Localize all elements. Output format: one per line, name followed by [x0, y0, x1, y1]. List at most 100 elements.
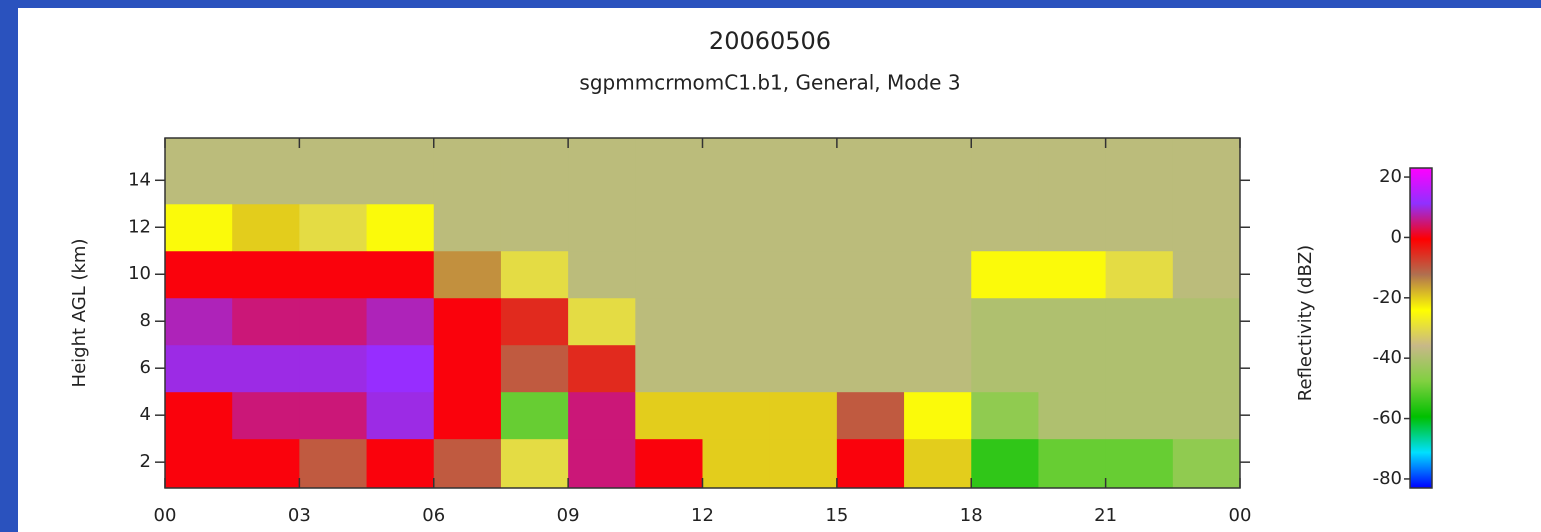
heatmap-cell: [836, 250, 905, 299]
heatmap-cell: [568, 438, 636, 489]
heatmap-cell: [836, 138, 905, 205]
heatmap-cell: [1105, 344, 1174, 393]
heatmap-cell: [165, 438, 233, 489]
heatmap-cell: [971, 250, 1039, 299]
heatmap-cell: [904, 344, 972, 393]
heatmap-cell: [1172, 438, 1241, 489]
heatmap-cell: [836, 391, 905, 440]
heatmap-cell: [1172, 250, 1241, 299]
heatmap-cell: [769, 344, 838, 393]
heatmap-cell: [1105, 438, 1174, 489]
heatmap-cell: [904, 138, 972, 205]
heatmap-cell: [500, 138, 569, 205]
heatmap-cell: [1038, 391, 1107, 440]
heatmap-cell: [299, 138, 368, 205]
colorbar-tick-label: -80: [1373, 468, 1402, 489]
heatmap-cell: [702, 438, 771, 489]
heatmap-cell: [1172, 344, 1241, 393]
heatmap-cell: [1105, 250, 1174, 299]
heatmap-cell: [299, 344, 368, 393]
heatmap-cell: [232, 344, 300, 393]
heatmap-cell: [366, 138, 435, 205]
heatmap-cell: [366, 250, 435, 299]
heatmap-cell: [635, 391, 703, 440]
heatmap-cell: [568, 297, 636, 346]
x-tick-label: 00: [154, 505, 177, 526]
heatmap-cell: [702, 250, 771, 299]
heatmap-cell: [971, 138, 1039, 205]
heatmap-cell: [836, 297, 905, 346]
heatmap-cell: [1038, 438, 1107, 489]
heatmap-cell: [232, 250, 300, 299]
heatmap-cell: [904, 438, 972, 489]
heatmap-cell: [165, 138, 233, 205]
heatmap-cell: [568, 250, 636, 299]
heatmap-cell: [635, 203, 703, 252]
colorbar-tick-label: -40: [1373, 347, 1402, 368]
colorbar-tick-label: 20: [1379, 166, 1402, 187]
y-axis-label: Height AGL (km): [69, 239, 90, 388]
heatmap-cell: [433, 250, 502, 299]
heatmap-cell: [1105, 391, 1174, 440]
heatmap-cell: [299, 438, 368, 489]
heatmap-cell: [769, 438, 838, 489]
heatmap-cell: [635, 297, 703, 346]
heatmap-cell: [1172, 297, 1241, 346]
heatmap-cell: [366, 297, 435, 346]
heatmap-cell: [1172, 203, 1241, 252]
heatmap-cell: [500, 250, 569, 299]
heatmap-cell: [1038, 250, 1107, 299]
heatmap-cell: [232, 391, 300, 440]
heatmap-cell: [433, 438, 502, 489]
heatmap-cell: [433, 138, 502, 205]
heatmap-cell: [702, 391, 771, 440]
heatmap-cell: [1105, 203, 1174, 252]
heatmap-cell: [433, 297, 502, 346]
heatmap-cell: [1038, 138, 1107, 205]
heatmap-cell: [769, 203, 838, 252]
heatmap-cell: [635, 250, 703, 299]
heatmap-cell: [568, 203, 636, 252]
heatmap-cell: [433, 203, 502, 252]
heatmap-cell: [299, 391, 368, 440]
y-tick-label: 12: [128, 216, 151, 237]
heatmap-cell: [366, 203, 435, 252]
heatmap-cell: [904, 391, 972, 440]
colorbar: [1409, 167, 1433, 489]
chart-title: 20060506: [709, 27, 831, 55]
heatmap-cell: [702, 138, 771, 205]
heatmap-cell: [769, 297, 838, 346]
heatmap-cell: [500, 297, 569, 346]
heatmap-cell: [1105, 138, 1174, 205]
colorbar-tick-label: -20: [1373, 287, 1402, 308]
heatmap-cell: [1105, 297, 1174, 346]
heatmap-cell: [568, 344, 636, 393]
y-tick-label: 14: [128, 169, 151, 190]
colorbar-tick-label: -60: [1373, 408, 1402, 429]
heatmap-cell: [165, 297, 233, 346]
heatmap-cell: [1172, 391, 1241, 440]
heatmap-cell: [635, 138, 703, 205]
heatmap-cell: [904, 203, 972, 252]
heatmap-cell: [971, 391, 1039, 440]
heatmap-cell: [232, 297, 300, 346]
y-tick-label: 2: [140, 451, 151, 472]
y-tick-label: 8: [140, 310, 151, 331]
y-tick-label: 4: [140, 404, 151, 425]
x-tick-label: 00: [1229, 505, 1252, 526]
x-tick-label: 12: [691, 505, 714, 526]
heatmap-cell: [971, 344, 1039, 393]
x-tick-label: 15: [825, 505, 848, 526]
heatmap-cell: [299, 297, 368, 346]
heatmap-cell: [500, 203, 569, 252]
heatmap-cell: [568, 138, 636, 205]
colorbar-label: Reflectivity (dBZ): [1295, 245, 1316, 401]
heatmap-cell: [500, 438, 569, 489]
heatmap-cell: [971, 297, 1039, 346]
heatmap-cell: [769, 391, 838, 440]
heatmap-cell: [702, 203, 771, 252]
heatmap-cell: [971, 203, 1039, 252]
x-tick-label: 21: [1094, 505, 1117, 526]
